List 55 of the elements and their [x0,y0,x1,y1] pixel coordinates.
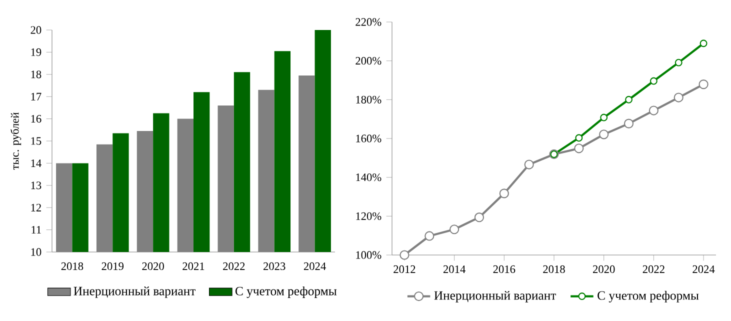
x-tick-label: 2014 [443,265,466,274]
x-tick-label: 2022 [223,262,245,270]
y-tick-label: 17 [31,92,42,100]
point [599,130,609,140]
x-tick-label: 2021 [182,262,204,270]
y-axis-title: тыс. рублей [10,112,22,170]
point [700,40,708,48]
legend-label: Инерционный вариант [74,286,196,298]
y-tick-label: 19 [31,48,42,56]
point [600,114,608,122]
y-tick-label: 160% [356,134,382,142]
y-tick-label: 140% [356,174,382,182]
point [648,106,658,116]
legend-label: С учетом реформы [598,290,699,302]
legend-label: С учетом реформы [236,286,337,298]
x-tick-label: 2018 [61,262,84,270]
x-tick-label: 2018 [543,265,565,274]
point [474,212,484,222]
point [400,250,410,260]
y-tick-label: 180% [356,96,382,104]
x-tick-label: 2020 [142,262,164,270]
y-tick-label: 14 [31,159,42,167]
point [499,188,509,198]
point [625,96,633,104]
point [575,134,583,142]
point [524,160,534,170]
point [574,144,584,154]
y-tick-label: 120% [356,212,382,220]
point [624,118,634,128]
y-tick-label: 13 [31,182,42,190]
y-tick-label: 12 [31,204,41,212]
x-tick-label: 2024 [304,262,326,270]
y-tick-label: 16 [31,114,42,123]
point [424,231,434,241]
x-tick-label: 2019 [102,262,124,270]
y-tick-label: 18 [31,70,42,78]
point [674,92,684,102]
legend-label: Инерционный вариант [434,290,556,302]
point [674,58,682,66]
x-tick-label: 2023 [264,262,286,270]
y-tick-label: 200% [356,57,382,65]
point [650,77,658,85]
y-tick-label: 220% [356,18,382,26]
y-tick-label: 20 [30,26,42,34]
point [450,224,460,234]
x-tick-label: 2016 [493,265,516,274]
x-tick-label: 2022 [642,265,664,274]
point [698,80,708,90]
y-tick-label: 15 [31,137,42,145]
x-tick-label: 2012 [394,265,416,274]
x-tick-label: 2024 [692,265,715,274]
y-tick-label: 10 [31,248,42,256]
y-tick-label: 100% [356,251,382,259]
x-tick-label: 2020 [593,265,615,274]
y-tick-label: 11 [32,226,41,234]
